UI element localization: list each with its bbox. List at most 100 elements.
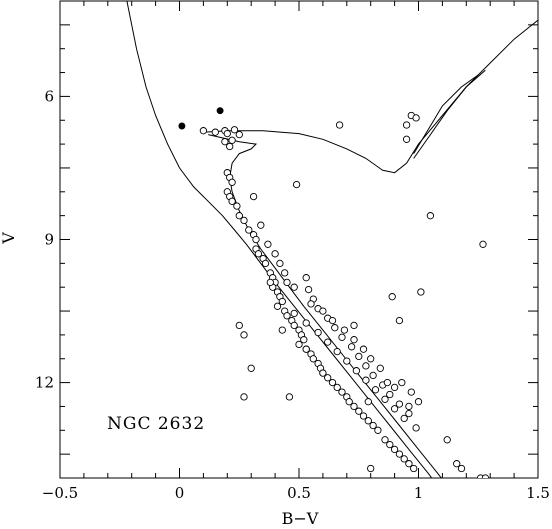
star-point bbox=[333, 347, 341, 356]
star-point bbox=[278, 326, 286, 334]
star-point bbox=[343, 357, 351, 365]
star-point bbox=[340, 326, 349, 334]
star-point bbox=[273, 302, 282, 310]
star-point bbox=[386, 390, 394, 399]
star-point bbox=[367, 355, 375, 363]
star-point bbox=[211, 128, 219, 136]
star-point bbox=[278, 297, 286, 306]
star-point bbox=[271, 250, 279, 258]
star-point bbox=[453, 460, 461, 468]
star-point bbox=[235, 212, 243, 220]
star-point bbox=[355, 352, 363, 361]
star-point bbox=[352, 367, 361, 375]
star-point bbox=[228, 178, 236, 186]
star-point bbox=[350, 402, 358, 411]
star-point bbox=[245, 226, 253, 234]
star-point bbox=[283, 278, 291, 287]
star-point bbox=[417, 288, 425, 296]
star-point bbox=[235, 321, 243, 330]
star-point bbox=[300, 336, 308, 344]
star-point bbox=[400, 455, 408, 463]
star-point bbox=[314, 328, 322, 337]
star-point bbox=[405, 402, 413, 411]
star-point bbox=[457, 464, 466, 473]
star-point bbox=[410, 464, 418, 473]
isochrone-curve bbox=[413, 69, 486, 159]
star-point bbox=[309, 355, 317, 363]
star-point bbox=[290, 283, 298, 291]
star-point bbox=[390, 383, 399, 392]
star-point bbox=[331, 324, 339, 332]
star-point bbox=[381, 395, 389, 403]
isochrone-curve bbox=[208, 134, 442, 478]
star-point bbox=[307, 300, 315, 308]
star-point bbox=[362, 376, 370, 384]
star-point bbox=[226, 142, 234, 151]
star-point bbox=[374, 426, 382, 434]
star-point bbox=[338, 333, 346, 341]
star-point bbox=[338, 388, 346, 396]
star-point bbox=[292, 180, 301, 189]
star-point bbox=[240, 216, 248, 225]
plot-frame bbox=[59, 0, 539, 479]
filled-star-point bbox=[216, 107, 224, 115]
filled-star-point bbox=[178, 122, 186, 130]
tick-labels: −0.5 0 0.5 1 1.5 6 9 12 bbox=[35, 87, 550, 502]
star-point bbox=[228, 136, 236, 144]
star-point bbox=[240, 331, 248, 339]
star-point bbox=[369, 371, 377, 380]
star-point bbox=[395, 450, 404, 458]
star-point bbox=[328, 316, 337, 325]
x-tick-label: 1 bbox=[414, 484, 424, 502]
star-point bbox=[335, 121, 344, 129]
star-point bbox=[295, 340, 303, 349]
star-point bbox=[395, 400, 404, 408]
star-point bbox=[412, 114, 420, 122]
star-point bbox=[350, 336, 358, 344]
star-point bbox=[345, 398, 353, 406]
star-point bbox=[257, 221, 265, 229]
star-point bbox=[319, 307, 327, 315]
star-point bbox=[395, 316, 404, 325]
star-point bbox=[233, 202, 241, 210]
star-point bbox=[355, 407, 363, 415]
star-point bbox=[414, 398, 423, 406]
plot-border bbox=[59, 0, 539, 479]
star-point bbox=[264, 240, 272, 248]
star-point bbox=[302, 345, 310, 353]
star-point bbox=[319, 369, 327, 377]
star-point bbox=[405, 409, 413, 418]
axis-ticks bbox=[59, 1, 539, 478]
star-point bbox=[390, 405, 399, 413]
star-point bbox=[281, 269, 289, 277]
y-tick-label: 6 bbox=[44, 87, 54, 105]
x-tick-label: 0.5 bbox=[287, 484, 311, 502]
star-point bbox=[328, 378, 337, 387]
star-point bbox=[398, 378, 406, 387]
star-point bbox=[364, 417, 372, 425]
star-point bbox=[247, 364, 255, 372]
data-points bbox=[178, 107, 490, 478]
star-point bbox=[276, 259, 284, 268]
cluster-annotation: NGC 2632 bbox=[107, 414, 205, 434]
star-point bbox=[199, 127, 208, 135]
star-point bbox=[266, 278, 274, 287]
star-point bbox=[333, 383, 341, 392]
star-point bbox=[347, 343, 356, 351]
star-point bbox=[369, 421, 377, 430]
star-point bbox=[390, 445, 399, 454]
star-point bbox=[359, 412, 368, 420]
star-point bbox=[228, 197, 236, 205]
star-point bbox=[290, 309, 298, 318]
star-point bbox=[359, 345, 368, 353]
star-point bbox=[324, 338, 332, 346]
star-point bbox=[443, 436, 451, 444]
star-point bbox=[405, 460, 413, 468]
star-point bbox=[381, 436, 389, 444]
isochrone-curves bbox=[126, 1, 538, 478]
star-point bbox=[371, 386, 380, 394]
y-tick-label: 9 bbox=[44, 231, 54, 249]
star-point bbox=[364, 398, 372, 406]
star-point bbox=[362, 362, 370, 370]
star-point bbox=[426, 212, 435, 220]
